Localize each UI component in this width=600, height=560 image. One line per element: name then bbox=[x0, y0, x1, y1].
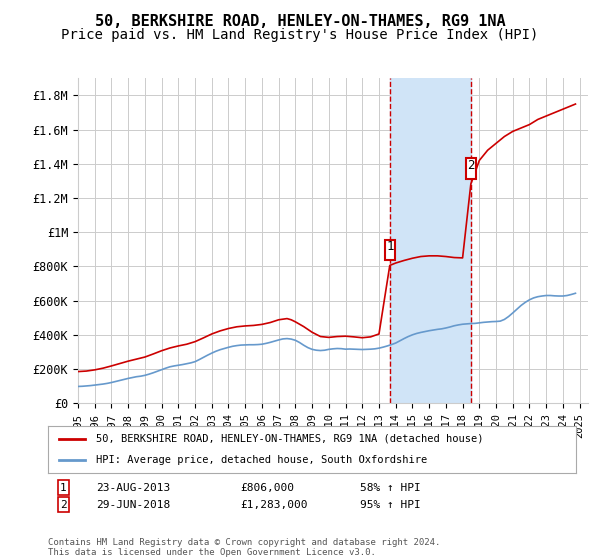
Text: 29-JUN-2018: 29-JUN-2018 bbox=[96, 500, 170, 510]
Bar bbox=[390, 78, 471, 403]
Text: £1,283,000: £1,283,000 bbox=[240, 500, 308, 510]
Text: 23-AUG-2013: 23-AUG-2013 bbox=[96, 483, 170, 493]
Text: 2: 2 bbox=[60, 500, 67, 510]
Text: 50, BERKSHIRE ROAD, HENLEY-ON-THAMES, RG9 1NA: 50, BERKSHIRE ROAD, HENLEY-ON-THAMES, RG… bbox=[95, 14, 505, 29]
Text: £806,000: £806,000 bbox=[240, 483, 294, 493]
FancyBboxPatch shape bbox=[466, 158, 476, 179]
Text: 58% ↑ HPI: 58% ↑ HPI bbox=[360, 483, 421, 493]
Text: 1: 1 bbox=[386, 240, 394, 253]
Text: Contains HM Land Registry data © Crown copyright and database right 2024.
This d: Contains HM Land Registry data © Crown c… bbox=[48, 538, 440, 557]
Text: 95% ↑ HPI: 95% ↑ HPI bbox=[360, 500, 421, 510]
Text: 2: 2 bbox=[467, 158, 475, 171]
Text: HPI: Average price, detached house, South Oxfordshire: HPI: Average price, detached house, Sout… bbox=[95, 455, 427, 465]
Text: 1: 1 bbox=[60, 483, 67, 493]
Text: Price paid vs. HM Land Registry's House Price Index (HPI): Price paid vs. HM Land Registry's House … bbox=[61, 28, 539, 42]
Text: 50, BERKSHIRE ROAD, HENLEY-ON-THAMES, RG9 1NA (detached house): 50, BERKSHIRE ROAD, HENLEY-ON-THAMES, RG… bbox=[95, 434, 483, 444]
FancyBboxPatch shape bbox=[385, 240, 395, 260]
